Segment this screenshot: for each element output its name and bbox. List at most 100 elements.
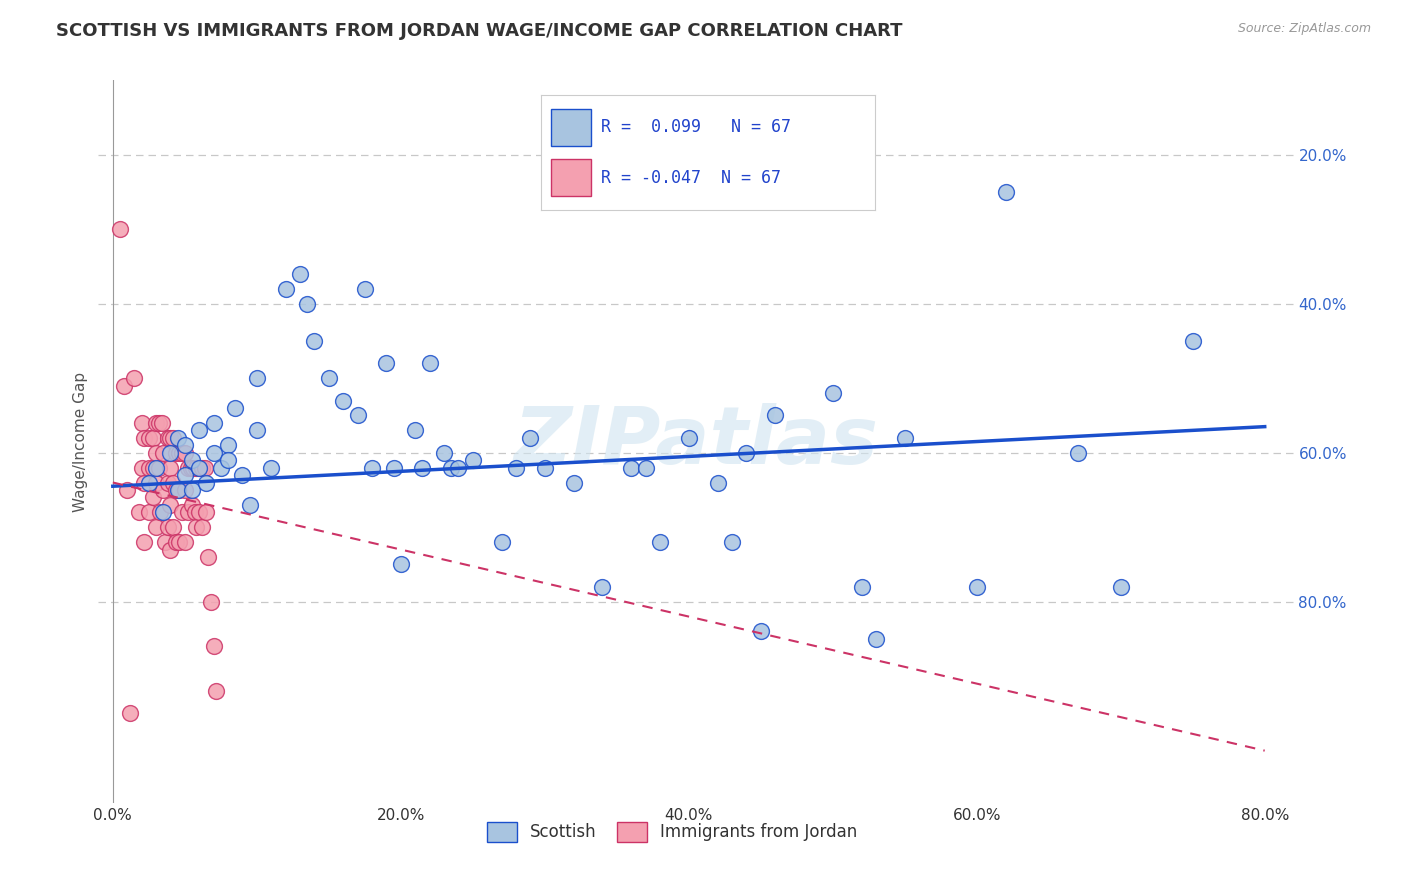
Point [274,282,297,296]
Point [224,401,246,415]
Point [145,416,167,430]
Text: Source: ZipAtlas.com: Source: ZipAtlas.com [1237,22,1371,36]
Point [138,460,160,475]
Point [851,580,873,594]
Point [721,535,744,549]
Point [865,632,887,646]
Point [447,460,470,475]
Point [382,460,405,475]
Point [153,535,176,549]
Point [231,468,253,483]
Point [159,446,181,460]
Point [186,460,208,475]
Point [149,505,172,519]
Point [145,446,167,460]
Text: SCOTTISH VS IMMIGRANTS FROM JORDAN WAGE/INCOME GAP CORRELATION CHART: SCOTTISH VS IMMIGRANTS FROM JORDAN WAGE/… [56,22,903,40]
Point [440,460,463,475]
Point [419,356,441,370]
Point [180,460,202,475]
Point [195,505,218,519]
Point [173,535,195,549]
Point [260,460,283,475]
Point [183,460,205,475]
Point [994,185,1017,199]
Point [167,446,190,460]
Point [162,520,184,534]
Point [138,431,160,445]
Point [620,460,643,475]
Point [202,416,225,430]
Point [433,446,456,460]
Point [165,535,187,549]
Point [1109,580,1132,594]
Point [197,549,219,564]
Point [181,498,204,512]
Point [361,460,384,475]
Point [131,460,153,475]
Point [152,446,174,460]
Point [1181,334,1204,348]
Point [591,580,613,594]
Point [108,222,131,236]
Point [159,542,181,557]
Point [332,393,354,408]
Point [202,640,225,654]
Point [162,431,184,445]
Point [1066,446,1088,460]
Point [191,520,214,534]
Point [461,453,484,467]
Point [173,446,195,460]
Point [375,356,398,370]
Point [167,535,190,549]
Point [145,520,167,534]
Point [165,446,187,460]
Point [318,371,340,385]
Point [678,431,700,445]
Point [353,282,375,296]
Point [148,416,170,430]
Point [173,438,195,452]
Point [134,535,156,549]
Point [159,498,181,512]
Point [191,460,214,475]
Point [184,505,207,519]
Point [128,505,150,519]
Point [188,460,211,475]
Point [142,460,165,475]
Point [145,475,167,490]
Point [346,409,368,423]
Point [648,535,671,549]
Point [821,386,844,401]
Point [194,460,217,475]
Point [167,483,190,497]
Point [156,475,179,490]
Point [181,453,204,467]
Point [148,460,170,475]
Point [288,267,311,281]
Point [134,431,156,445]
Point [634,460,657,475]
Point [181,483,204,497]
Point [156,520,179,534]
Text: ZIPatlas: ZIPatlas [513,402,879,481]
Point [209,460,232,475]
Point [217,453,239,467]
Point [505,460,527,475]
Point [152,483,174,497]
Point [735,446,758,460]
Point [124,371,146,385]
Point [173,468,195,483]
Point [763,409,786,423]
Point [205,684,228,698]
Point [152,505,174,519]
Point [142,491,165,505]
Point [115,483,138,497]
Point [159,431,181,445]
Point [120,706,142,721]
Point [131,416,153,430]
Point [749,624,772,639]
Point [138,475,160,490]
Point [170,446,193,460]
Point [150,416,173,430]
Point [519,431,541,445]
